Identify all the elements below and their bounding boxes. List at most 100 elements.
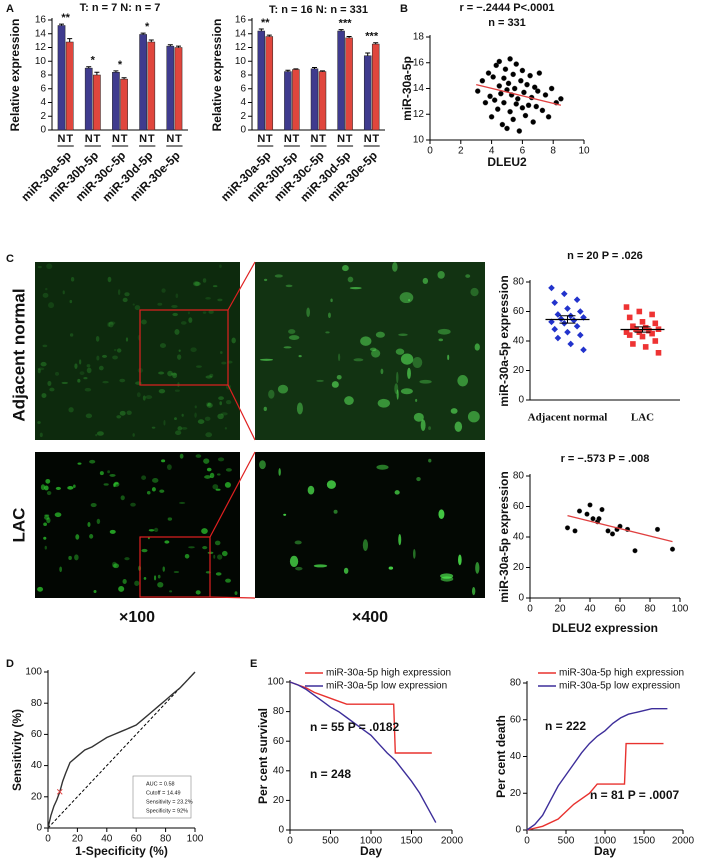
y-tick-label: 12 [235, 42, 247, 53]
fluorescence-spot [221, 550, 228, 557]
fluorescence-spot [420, 419, 426, 432]
fluorescence-spot [215, 572, 222, 576]
x-tick-label: 0 [287, 836, 293, 847]
fluorescence-spot [338, 353, 341, 362]
point [642, 324, 649, 331]
fluorescence-spot [143, 576, 147, 580]
point [516, 128, 523, 134]
fluorescence-spot [458, 554, 462, 566]
fluorescence-spot [217, 554, 223, 560]
point [524, 81, 530, 88]
fluorescence-spot [79, 359, 82, 365]
x-axis-label: DLEU2 expression [552, 621, 658, 635]
fluorescence-spot [55, 486, 61, 490]
x-tick-label: 20 [72, 834, 84, 845]
fluorescence-spot [184, 554, 190, 559]
x-tick-label: 10 [578, 146, 590, 157]
x-tick-label: 60 [614, 604, 626, 615]
fluorescence-spot [171, 304, 178, 308]
y-tick-label: 20 [31, 791, 43, 802]
fluorescence-spot [209, 373, 214, 378]
fluorescence-spot [159, 343, 167, 349]
fluorescence-spot [412, 548, 416, 559]
fluorescence-spot [151, 487, 156, 492]
fluorescence-spot [174, 417, 177, 421]
y-tick-label: 60 [513, 306, 525, 317]
annotation: n = 55 P = .0182 [310, 720, 400, 734]
fluorescence-spot [471, 587, 476, 596]
fluorescence-spot [412, 357, 423, 368]
bar-group-label: T [319, 133, 326, 145]
y-tick-label: 80 [513, 471, 525, 482]
fluorescence-spot [118, 586, 125, 592]
fluorescence-spot [204, 475, 211, 479]
point [479, 78, 486, 84]
point [498, 90, 504, 97]
bar [139, 34, 147, 131]
fluorescence-spot [231, 337, 236, 344]
y-tick-label: 14 [35, 28, 47, 39]
fluorescence-spot [37, 586, 44, 592]
point [501, 75, 507, 81]
bar [57, 25, 66, 131]
fluorescence-spot [219, 264, 222, 269]
fluorescence-spot [113, 481, 120, 487]
fluorescence-spot [283, 513, 287, 516]
y-tick-label: 0 [40, 125, 46, 136]
fluorescence-spot [205, 432, 213, 438]
y-tick-label: 12 [35, 42, 47, 53]
fluorescence-spot [394, 383, 399, 395]
fluorescence-spot [353, 358, 364, 362]
fluorescence-spot [283, 346, 292, 349]
fluorescence-spot [220, 351, 223, 354]
fluorescence-spot [169, 590, 173, 593]
y-tick-label: 0 [518, 593, 524, 604]
point [636, 308, 643, 315]
fluorescence-spot [77, 462, 82, 465]
fluorescence-spot [415, 398, 418, 402]
bar-group-label: N [112, 133, 120, 145]
point [626, 332, 633, 338]
point [545, 114, 552, 120]
zoom-line [209, 596, 256, 599]
fluorescence-spot [157, 302, 163, 306]
fluorescence-spot [108, 321, 114, 328]
micrograph [35, 452, 240, 598]
error-bar [266, 34, 272, 37]
point [485, 70, 492, 76]
fluorescence-spot [152, 477, 159, 483]
chart-title: r = −.573 P = .008 [561, 453, 650, 465]
fluorescence-spot [219, 401, 223, 406]
fluorescence-spot [40, 484, 46, 491]
fluorescence-spot [87, 522, 91, 528]
fluorescence-spot [45, 478, 51, 484]
fluorescence-spot [95, 433, 98, 437]
x-tick-label: 500 [322, 836, 339, 847]
fluorescence-spot [172, 372, 178, 379]
fluorescence-spot [113, 348, 117, 352]
point [510, 71, 516, 78]
point [577, 331, 584, 339]
chart: 0 2 4 6 8 10 12 14 16 Relative expression T: n = 7… [8, 2, 188, 205]
point [507, 56, 513, 62]
fluorescence-spot [447, 354, 450, 361]
fluorescence-spot [217, 298, 223, 302]
fluorescence-spot [181, 426, 188, 430]
y-tick-label: 10 [35, 56, 47, 67]
x-tick-label: 2000 [441, 836, 464, 847]
y-tick-label: 12 [413, 109, 425, 120]
fit-line [476, 83, 562, 106]
fluorescence-spot [295, 566, 303, 571]
error-bar [285, 69, 291, 72]
chart: 0 2 4 6 8 10 12 14 16 Relative expression T: n = 1… [210, 4, 385, 205]
fluorescence-spot [37, 421, 41, 424]
fluorescence-spot [316, 379, 324, 382]
significance-label: ** [61, 12, 70, 24]
fluorescence-spot [377, 398, 390, 408]
fluorescence-spot [396, 389, 399, 400]
significance-label: *** [365, 31, 379, 43]
fluorescence-spot [438, 509, 445, 520]
fluorescence-spot [179, 453, 184, 459]
